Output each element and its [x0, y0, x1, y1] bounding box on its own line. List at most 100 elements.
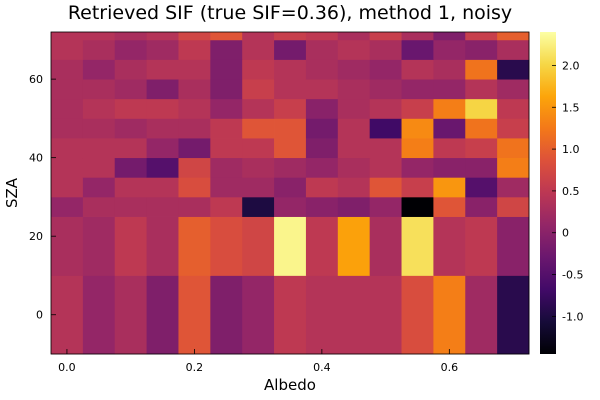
heatmap-cell [114, 59, 147, 80]
heatmap-cell [178, 177, 211, 198]
heatmap-cell [465, 98, 498, 119]
heatmap-cell [369, 138, 402, 159]
x-tick-label: 0.2 [186, 361, 204, 374]
heatmap-cell [242, 32, 275, 41]
heatmap-cell [274, 98, 307, 119]
heatmap-cell [497, 32, 530, 41]
heatmap-cell [401, 39, 434, 60]
heatmap-cell [51, 275, 84, 355]
heatmap-cell [465, 275, 498, 355]
heatmap-cell [82, 32, 116, 41]
heatmap-cell [401, 196, 434, 217]
heatmap-cell [465, 216, 498, 276]
heatmap-cell [242, 59, 275, 80]
heatmap-cell [210, 138, 243, 159]
heatmap-cell [465, 118, 498, 139]
heatmap-cell [178, 59, 211, 80]
heatmap-cell [114, 157, 147, 178]
heatmap-cell [497, 157, 530, 178]
chart-title: Retrieved SIF (true SIF=0.36), method 1,… [68, 2, 512, 24]
heatmap-cell [433, 79, 466, 100]
heatmap-cell [337, 216, 371, 276]
heatmap-cell [369, 177, 402, 198]
heatmap-cell [146, 216, 179, 276]
heatmap-cell [305, 157, 339, 178]
heatmap-cell [178, 216, 211, 276]
heatmap-cell [401, 138, 434, 159]
heatmap-cell [337, 39, 371, 60]
heatmap-cell [178, 157, 211, 178]
heatmap-cell [305, 275, 339, 355]
colorbar-tick-label: 1.5 [562, 101, 580, 114]
heatmap-cell [497, 118, 530, 139]
colorbar-tick-label: -0.5 [562, 269, 583, 282]
colorbar-tick-label: 0.5 [562, 185, 580, 198]
heatmap-cell [337, 177, 371, 198]
heatmap-cell [433, 138, 466, 159]
heatmap-cell [82, 98, 116, 119]
heatmap-cell [274, 39, 307, 60]
heatmap-cell [178, 39, 211, 60]
heatmap-cell [497, 216, 530, 276]
heatmap-cell [465, 157, 498, 178]
heatmap-cell [305, 59, 339, 80]
y-tick-label: 20 [29, 230, 43, 243]
heatmap-cell [497, 79, 530, 100]
heatmap-cell [51, 177, 84, 198]
heatmap-cell [82, 79, 116, 100]
heatmap-cell [369, 118, 402, 139]
heatmap-cell [114, 275, 147, 355]
heatmap-cell [210, 59, 243, 80]
heatmap-cell [337, 157, 371, 178]
heatmap-cell [465, 59, 498, 80]
heatmap-cell [497, 59, 530, 80]
heatmap-cell [465, 32, 498, 41]
heatmap-cell [497, 138, 530, 159]
heatmap-cell [305, 138, 339, 159]
heatmap-cell [337, 138, 371, 159]
heatmap-cell [242, 79, 275, 100]
heatmap-cell [51, 98, 84, 119]
heatmap-cell [369, 59, 402, 80]
heatmap-cell [146, 275, 179, 355]
heatmap-cell [433, 177, 466, 198]
heatmap-cell [465, 79, 498, 100]
heatmap-cell [401, 275, 434, 355]
heatmap-cells [51, 32, 530, 355]
heatmap-cell [369, 275, 402, 355]
heatmap-cell [401, 157, 434, 178]
heatmap-cell [274, 177, 307, 198]
heatmap-cell [82, 157, 116, 178]
heatmap-cell [433, 157, 466, 178]
heatmap-cell [51, 39, 84, 60]
colorbar [540, 32, 556, 354]
heatmap-cell [146, 138, 179, 159]
heatmap-cell [274, 59, 307, 80]
x-tick-label: 0.4 [313, 361, 331, 374]
heatmap-cell [274, 32, 307, 41]
heatmap-cell [242, 157, 275, 178]
heatmap-cell [369, 39, 402, 60]
heatmap-cell [401, 177, 434, 198]
heatmap-cell [82, 118, 116, 139]
heatmap-cell [305, 196, 339, 217]
heatmap-cell [146, 196, 179, 217]
heatmap-cell [369, 196, 402, 217]
heatmap-cell [146, 157, 179, 178]
heatmap-cell [82, 177, 116, 198]
heatmap-cell [305, 118, 339, 139]
heatmap-cell [114, 196, 147, 217]
heatmap-cell [274, 138, 307, 159]
heatmap-cell [114, 138, 147, 159]
heatmap-cell [210, 196, 243, 217]
heatmap-cell [274, 275, 307, 355]
heatmap-cell [242, 39, 275, 60]
heatmap-cell [178, 196, 211, 217]
heatmap-cell [178, 118, 211, 139]
heatmap-cell [497, 177, 530, 198]
heatmap-cell [305, 98, 339, 119]
heatmap-cell [465, 177, 498, 198]
colorbar-tick-label: 1.0 [562, 143, 580, 156]
heatmap-cell [51, 157, 84, 178]
